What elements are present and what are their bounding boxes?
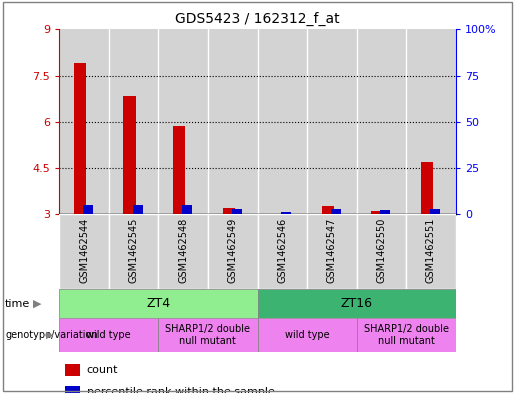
Text: wild type: wild type xyxy=(285,330,330,340)
Text: genotype/variation: genotype/variation xyxy=(5,330,98,340)
Bar xyxy=(258,289,456,318)
Bar xyxy=(109,29,158,214)
Bar xyxy=(331,209,341,214)
Title: GDS5423 / 162312_f_at: GDS5423 / 162312_f_at xyxy=(175,11,340,26)
Text: GSM1462547: GSM1462547 xyxy=(327,218,337,283)
Text: ZT16: ZT16 xyxy=(340,297,373,310)
Text: ▶: ▶ xyxy=(33,299,41,309)
Bar xyxy=(59,214,109,289)
Bar xyxy=(222,208,235,214)
Bar xyxy=(159,214,208,289)
Bar xyxy=(59,29,109,214)
Bar xyxy=(182,205,192,214)
Text: GSM1462546: GSM1462546 xyxy=(277,218,287,283)
Text: GSM1462551: GSM1462551 xyxy=(426,218,436,283)
Text: GSM1462549: GSM1462549 xyxy=(228,218,238,283)
Bar xyxy=(406,214,456,289)
Bar xyxy=(124,95,136,214)
Text: time: time xyxy=(5,299,30,309)
Bar xyxy=(173,127,185,214)
Bar xyxy=(281,212,291,214)
Bar xyxy=(406,29,456,214)
Bar xyxy=(208,214,258,289)
Bar xyxy=(64,364,80,376)
Bar xyxy=(356,318,456,352)
Text: SHARP1/2 double
null mutant: SHARP1/2 double null mutant xyxy=(364,324,449,346)
Bar xyxy=(83,205,93,214)
Bar xyxy=(232,209,242,214)
Bar xyxy=(132,205,143,214)
Bar xyxy=(307,29,356,214)
Text: ZT4: ZT4 xyxy=(146,297,170,310)
Bar xyxy=(258,318,356,352)
Bar xyxy=(421,162,433,214)
Text: GSM1462545: GSM1462545 xyxy=(129,218,139,283)
Bar xyxy=(381,211,390,214)
Bar xyxy=(74,63,86,214)
Bar xyxy=(158,318,258,352)
Text: percentile rank within the sample: percentile rank within the sample xyxy=(87,387,274,393)
Bar xyxy=(371,211,384,214)
Text: GSM1462548: GSM1462548 xyxy=(178,218,188,283)
Bar xyxy=(356,29,406,214)
Bar xyxy=(158,29,208,214)
Text: count: count xyxy=(87,365,118,375)
Bar xyxy=(208,29,258,214)
Bar xyxy=(356,214,406,289)
Bar xyxy=(59,318,158,352)
Bar xyxy=(59,289,258,318)
Text: GSM1462550: GSM1462550 xyxy=(376,218,386,283)
Text: GSM1462544: GSM1462544 xyxy=(79,218,89,283)
Bar xyxy=(322,206,334,214)
Bar xyxy=(307,214,356,289)
Bar xyxy=(64,386,80,393)
Bar xyxy=(430,209,440,214)
Text: SHARP1/2 double
null mutant: SHARP1/2 double null mutant xyxy=(165,324,250,346)
Bar xyxy=(258,214,307,289)
Text: ▶: ▶ xyxy=(46,330,53,340)
Bar xyxy=(109,214,159,289)
Bar xyxy=(258,29,307,214)
Text: wild type: wild type xyxy=(87,330,131,340)
